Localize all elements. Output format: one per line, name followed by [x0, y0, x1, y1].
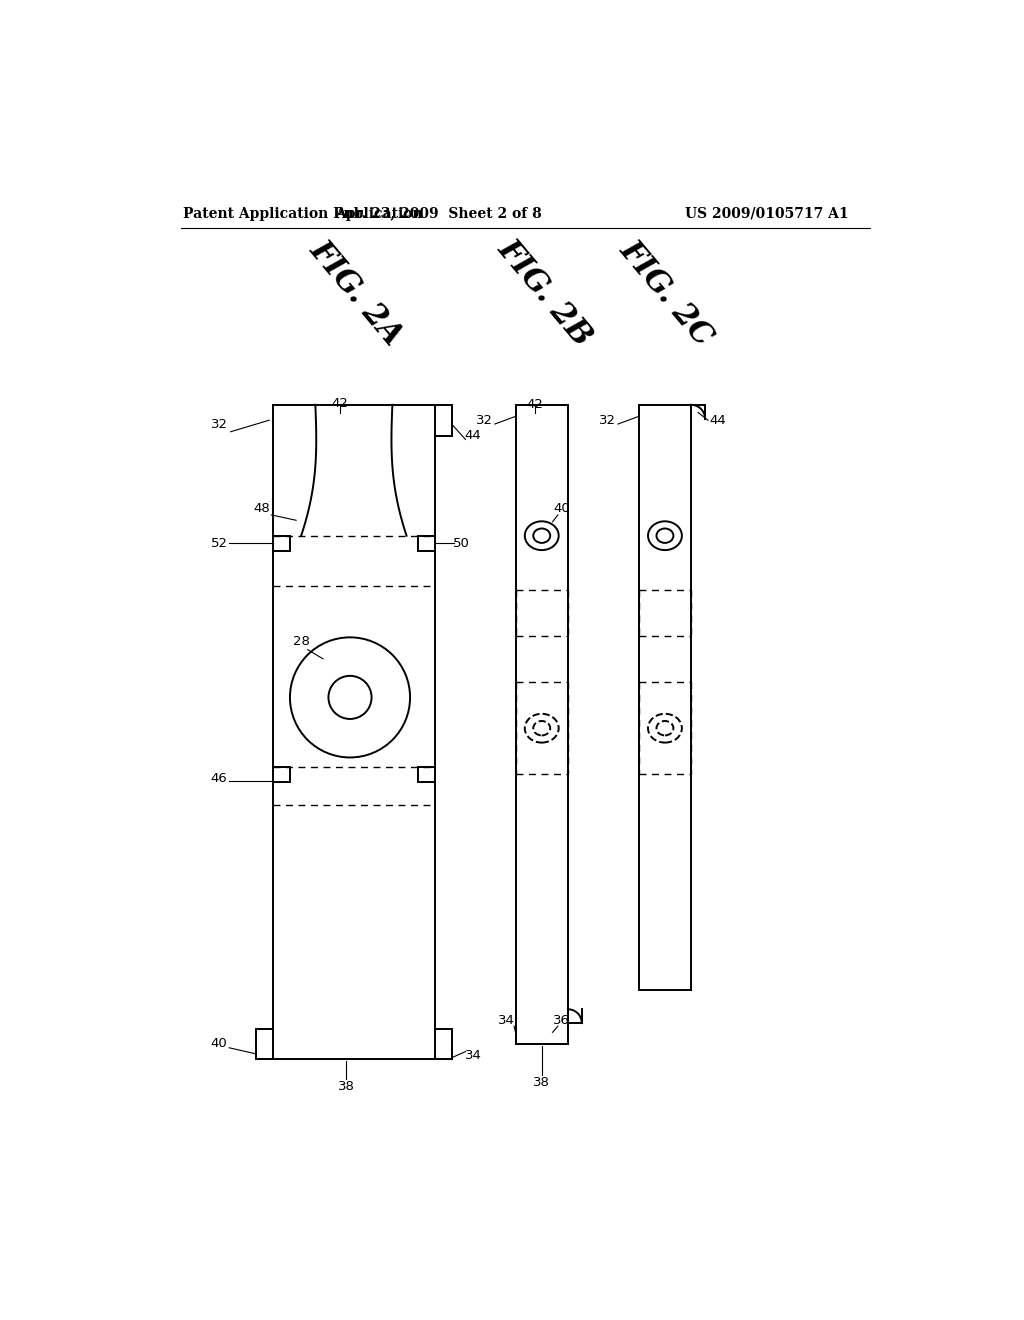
- Text: 32: 32: [599, 413, 616, 426]
- Text: Apr. 23, 2009  Sheet 2 of 8: Apr. 23, 2009 Sheet 2 of 8: [335, 207, 542, 220]
- Text: 38: 38: [534, 1076, 550, 1089]
- Text: Patent Application Publication: Patent Application Publication: [183, 207, 423, 220]
- Text: US 2009/0105717 A1: US 2009/0105717 A1: [685, 207, 849, 220]
- Text: 34: 34: [465, 1049, 481, 1063]
- Text: 32: 32: [476, 413, 494, 426]
- Text: 52: 52: [211, 537, 227, 550]
- Text: 42: 42: [526, 399, 544, 412]
- Text: 48: 48: [253, 502, 270, 515]
- Text: 50: 50: [454, 537, 470, 550]
- Text: 46: 46: [211, 772, 227, 785]
- Text: 40: 40: [211, 1038, 227, 1051]
- Text: 44: 44: [465, 429, 481, 442]
- Text: 32: 32: [211, 417, 227, 430]
- Text: FIG. 2B: FIG. 2B: [492, 234, 598, 352]
- Text: 38: 38: [338, 1080, 354, 1093]
- Text: 44: 44: [709, 413, 726, 426]
- Text: 28: 28: [293, 635, 310, 648]
- Text: 34: 34: [498, 1014, 515, 1027]
- Text: 36: 36: [553, 1014, 570, 1027]
- Text: FIG. 2C: FIG. 2C: [612, 235, 719, 352]
- Text: FIG. 2A: FIG. 2A: [303, 235, 409, 351]
- Text: 40: 40: [553, 502, 570, 515]
- Text: 42: 42: [332, 397, 348, 409]
